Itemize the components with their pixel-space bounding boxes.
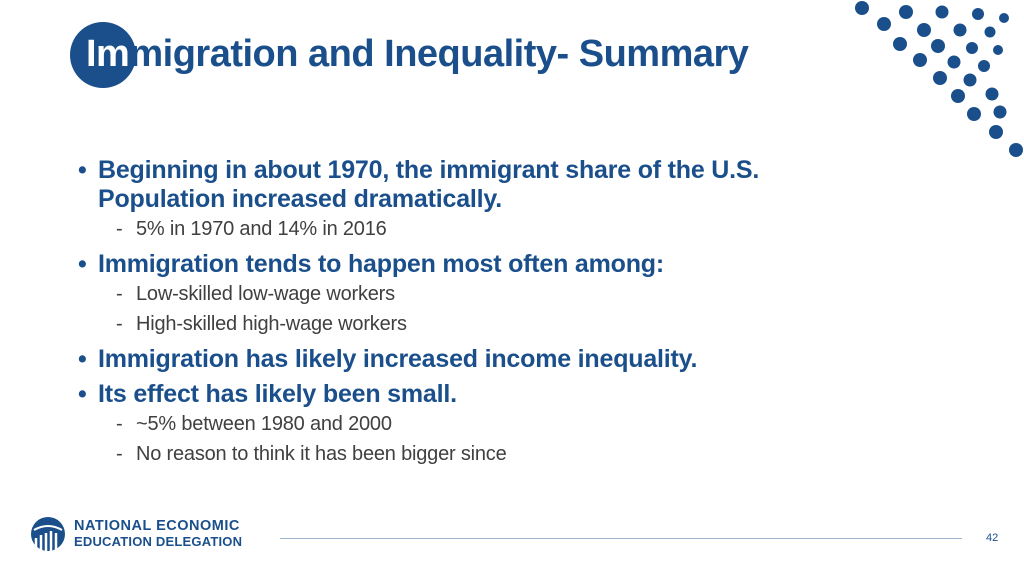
dot <box>855 1 869 15</box>
dot <box>947 55 961 69</box>
title-circle <box>70 22 136 88</box>
dot <box>966 42 978 54</box>
dot <box>985 87 999 101</box>
dot <box>931 39 945 53</box>
globe-logo-icon <box>31 517 65 551</box>
sub-bullet: 5% in 1970 and 14% in 2016 <box>78 214 838 244</box>
sub-bullet: No reason to think it has been bigger si… <box>78 439 838 469</box>
dot <box>877 17 891 31</box>
dot <box>984 26 996 38</box>
page-number: 42 <box>986 532 999 544</box>
slide-content: Beginning in about 1970, the immigrant s… <box>78 150 838 469</box>
bullet-4: Its effect has likely been small. <box>78 380 838 409</box>
dot <box>935 5 949 19</box>
dot <box>999 13 1009 23</box>
sub-bullet: Low-skilled low-wage workers <box>78 279 838 309</box>
dot <box>953 23 967 37</box>
dot <box>993 45 1003 55</box>
title-prefix: Im <box>86 33 130 75</box>
dot <box>967 107 981 121</box>
ned-logo: NATIONAL ECONOMIC EDUCATION DELEGATION <box>30 516 242 552</box>
dot <box>951 89 965 103</box>
dot <box>963 73 977 87</box>
dot <box>989 125 1003 139</box>
dot <box>978 60 990 72</box>
bullet-1: Beginning in about 1970, the immigrant s… <box>78 156 838 214</box>
sub-bullet: ~5% between 1980 and 2000 <box>78 409 838 439</box>
dot <box>913 53 927 67</box>
footer-divider <box>280 538 962 539</box>
dot <box>993 105 1007 119</box>
bullet-2: Immigration tends to happen most often a… <box>78 250 838 279</box>
decorative-dots <box>855 1 1023 157</box>
sub-bullet: High-skilled high-wage workers <box>78 309 838 339</box>
dot <box>893 37 907 51</box>
dot <box>899 5 913 19</box>
title-rest: migration and Inequality- Summary <box>129 33 749 75</box>
logo-line-1: NATIONAL ECONOMIC <box>74 518 240 534</box>
dot <box>1009 143 1023 157</box>
dot <box>933 71 947 85</box>
dot <box>917 23 931 37</box>
logo-line-2: EDUCATION DELEGATION <box>74 534 243 549</box>
bullet-3: Immigration has likely increased income … <box>78 345 838 374</box>
dot <box>972 8 984 20</box>
slide-title: Immigration and Inequality- Summary <box>86 30 749 78</box>
